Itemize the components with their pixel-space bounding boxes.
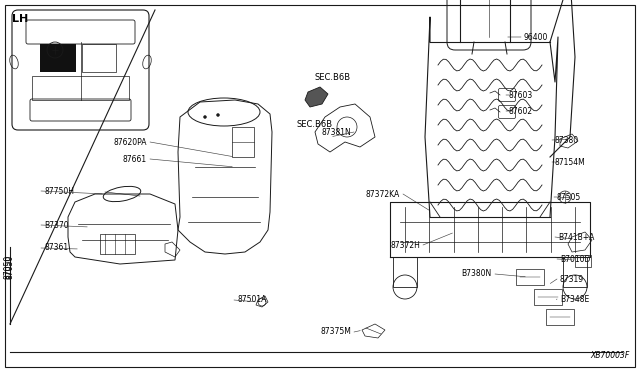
Text: 87372H: 87372H [390, 241, 420, 250]
Text: 87381N: 87381N [321, 128, 351, 137]
Text: 87050: 87050 [6, 255, 15, 279]
Text: LH: LH [12, 14, 28, 24]
Text: 87620PA: 87620PA [113, 138, 147, 147]
Text: 87319: 87319 [560, 275, 584, 283]
Text: 87380: 87380 [555, 135, 579, 144]
Bar [516, 269, 544, 285]
Bar [32, 76, 129, 100]
Text: SEC.B6B: SEC.B6B [315, 73, 351, 81]
Text: B7380N: B7380N [461, 269, 492, 279]
Circle shape [204, 115, 207, 119]
Bar [546, 309, 574, 325]
Text: 87661: 87661 [123, 154, 147, 164]
Bar [100, 234, 135, 254]
Text: SEC.B6B: SEC.B6B [297, 119, 333, 128]
Text: 87154M: 87154M [555, 157, 586, 167]
Text: B7348E: B7348E [560, 295, 589, 304]
Text: 87372KA: 87372KA [365, 189, 400, 199]
Circle shape [216, 113, 220, 116]
Bar [82, 44, 116, 72]
Bar [40, 44, 76, 72]
Bar [534, 289, 562, 305]
Text: 87501A: 87501A [237, 295, 266, 305]
Text: B741B+A: B741B+A [558, 232, 595, 241]
Text: 87361: 87361 [44, 244, 68, 253]
Bar [393, 257, 417, 287]
Text: 87375M: 87375M [320, 327, 351, 337]
Text: B7010D: B7010D [560, 254, 590, 263]
Polygon shape [305, 87, 328, 107]
Text: 87505: 87505 [557, 192, 581, 202]
Bar [563, 257, 587, 287]
Bar [232, 127, 254, 157]
Text: B7370: B7370 [44, 221, 68, 230]
Text: 87750H: 87750H [44, 186, 74, 196]
Bar [575, 255, 591, 267]
Text: 96400: 96400 [524, 32, 548, 42]
Text: 87603: 87603 [509, 90, 533, 99]
Text: 87050: 87050 [3, 255, 13, 279]
Text: 87602: 87602 [509, 106, 533, 115]
Text: XB70003F: XB70003F [591, 351, 630, 360]
